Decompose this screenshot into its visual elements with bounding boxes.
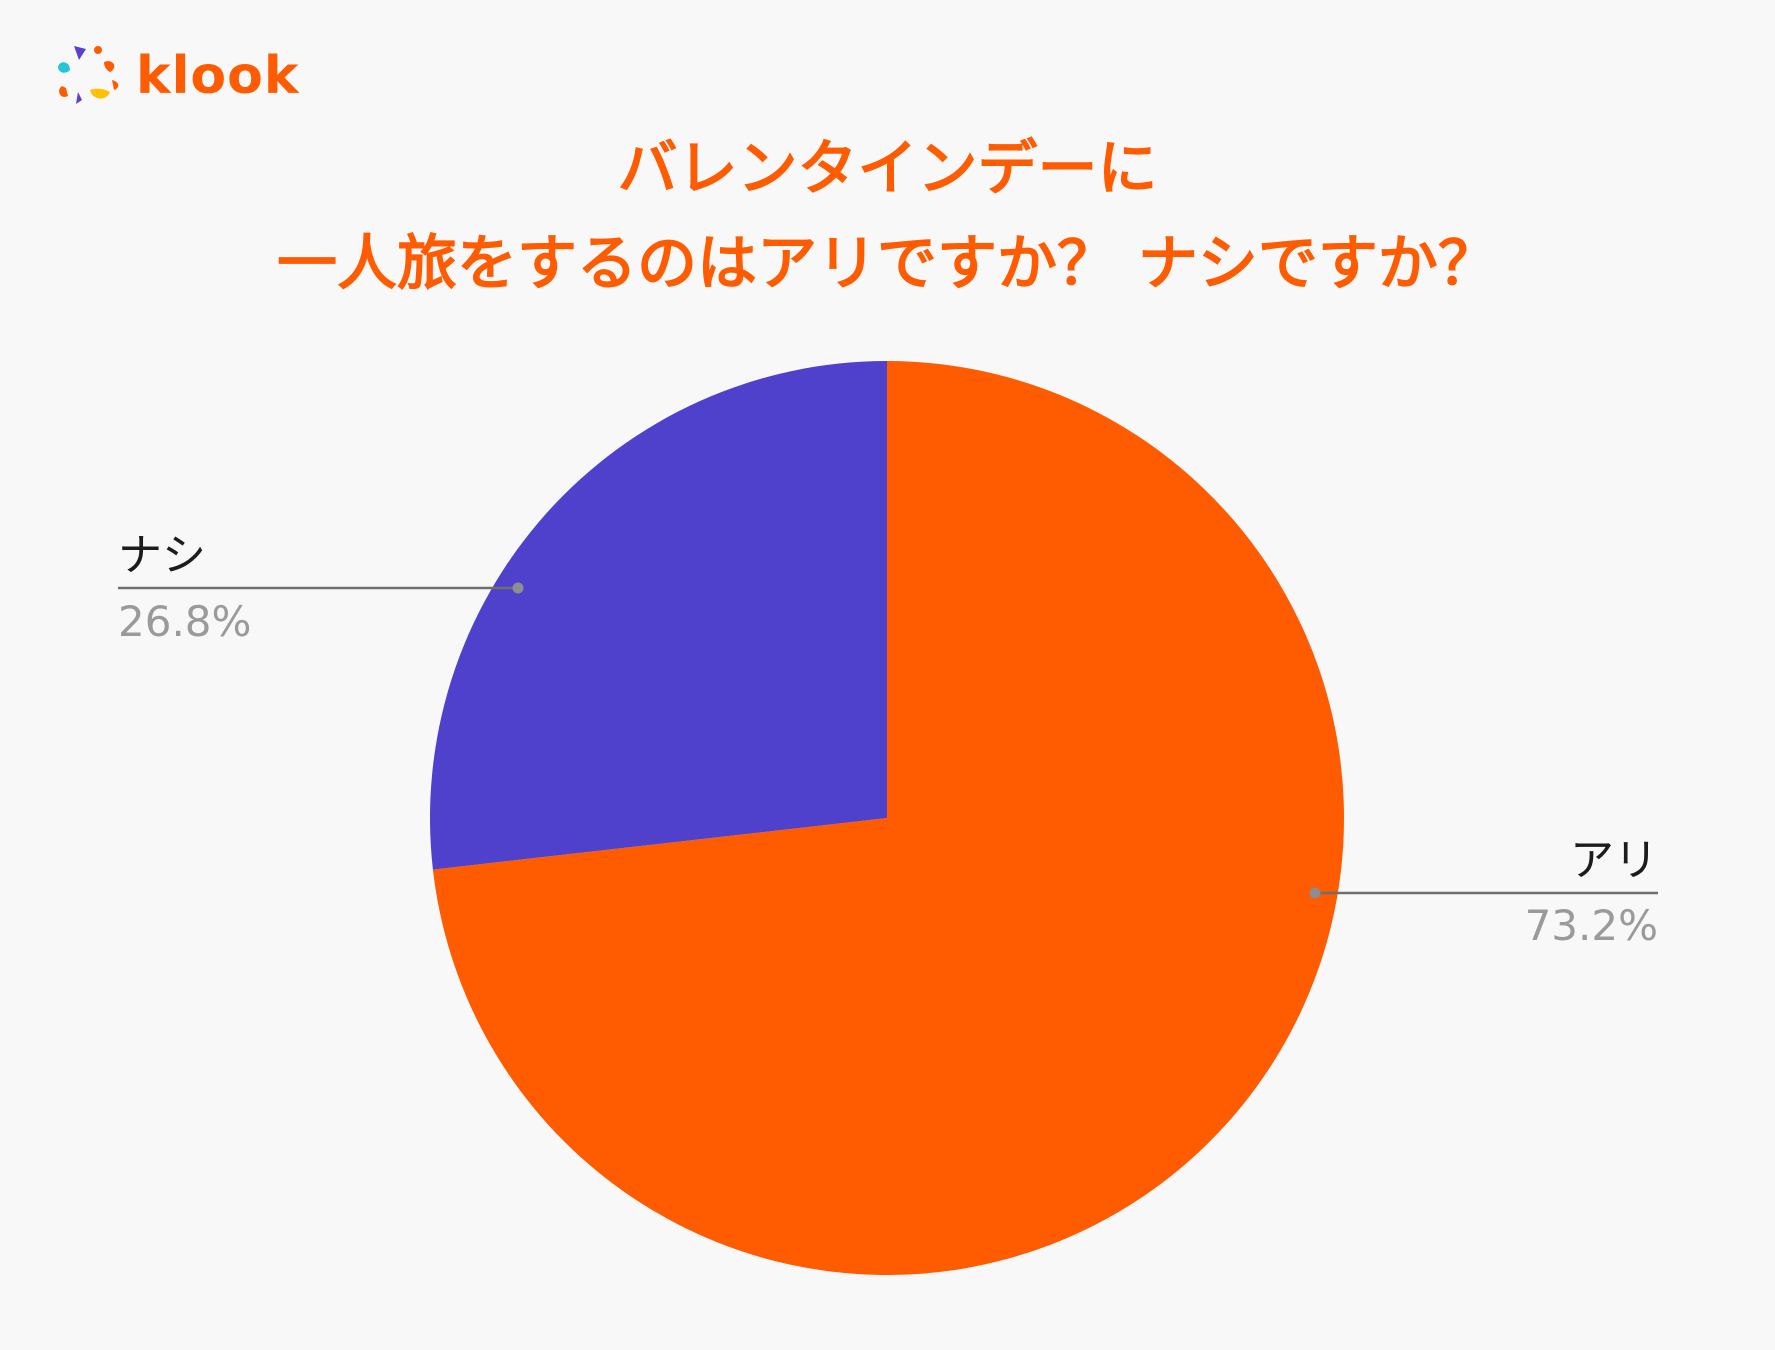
slice-percent-2: 26.8% xyxy=(118,597,251,646)
slice-label-2: ナシ xyxy=(118,530,206,581)
chart-title: バレンタインデーに 一人旅をするのはアリですか？ ナシですか？ xyxy=(0,122,1775,312)
slice-percent-1: 73.2% xyxy=(1525,901,1658,950)
pie-slice-2 xyxy=(430,361,887,870)
chart-title-line-1: バレンタインデーに xyxy=(617,134,1158,204)
leader-dot-1 xyxy=(1309,887,1321,899)
klook-logo-icon xyxy=(58,46,119,104)
klook-logo: klook xyxy=(52,40,299,112)
chart-title-line-2: 一人旅をするのはアリですか？ ナシですか？ xyxy=(277,229,1498,299)
pie-slice-1 xyxy=(432,361,1345,1275)
leader-dot-2 xyxy=(512,582,524,594)
klook-wordmark: klook xyxy=(136,46,300,106)
slice-label-1: アリ xyxy=(1570,835,1658,886)
